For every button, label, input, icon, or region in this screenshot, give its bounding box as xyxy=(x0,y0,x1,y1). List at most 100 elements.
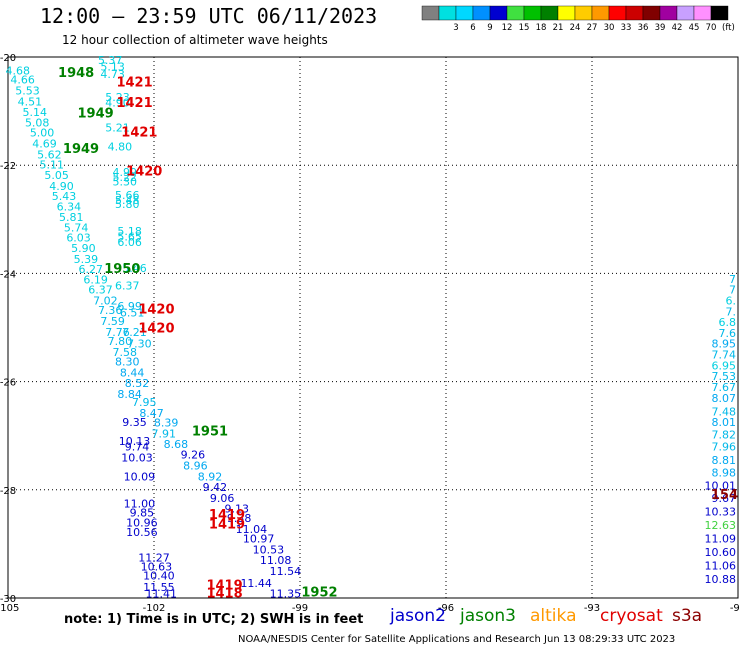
wave-height-label: 10.33 xyxy=(705,505,737,518)
time-label: 1951 xyxy=(192,424,228,439)
wave-height-label: 5.74 xyxy=(64,221,89,234)
wave-height-label: 10.96 xyxy=(126,516,158,529)
scale-tick-label: 3 xyxy=(453,23,458,33)
wave-height-label: 9.35 xyxy=(122,416,147,429)
wave-height-label: 7.76 xyxy=(105,326,130,339)
wave-height-label: 11.09 xyxy=(705,532,737,545)
wave-height-label: 9.38 xyxy=(227,512,252,525)
wave-height-label: 6.37 xyxy=(88,284,113,297)
time-label: 1420 xyxy=(126,165,162,180)
wave-height-label: 4.69 xyxy=(32,138,57,151)
wave-height-label: 7.48 xyxy=(712,405,737,418)
mission-jason2: jason2 xyxy=(390,606,446,626)
wave-height-label: 11.44 xyxy=(240,577,272,590)
wave-height-label: 8.07 xyxy=(712,392,737,405)
scale-tick-label: 6 xyxy=(470,23,475,33)
time-label: 1420 xyxy=(138,322,174,337)
time-label: 1419 xyxy=(209,508,245,523)
wave-height-label: 7.59 xyxy=(100,315,125,328)
time-label: 154 xyxy=(711,488,738,503)
x-tick-label: -99 xyxy=(292,603,308,614)
wave-height-label: 6.19 xyxy=(83,273,108,286)
scale-swatch xyxy=(642,5,661,21)
scale-tick-label: 15 xyxy=(519,23,530,33)
footer-note: note: 1) Time is in UTC; 2) SWH is in fe… xyxy=(64,612,364,627)
scale-swatch xyxy=(523,5,542,21)
wave-height-label: 10.09 xyxy=(124,470,156,483)
x-tick-label: -93 xyxy=(584,603,600,614)
wave-height-label: 7.36 xyxy=(98,304,123,317)
wave-height-label: 4.51 xyxy=(18,95,43,108)
wave-height-label: 8.30 xyxy=(115,356,140,369)
time-label: 1952 xyxy=(301,586,337,601)
wave-height-label: 7.58 xyxy=(113,346,138,359)
time-label: 1949 xyxy=(78,107,114,122)
wave-height-label: 6. xyxy=(726,294,737,307)
wave-height-label: 5.21 xyxy=(105,121,130,134)
wave-height-label: 6.06 xyxy=(117,236,142,249)
y-tick-label: -30 xyxy=(0,594,16,605)
wave-height-label: 11.27 xyxy=(138,551,170,564)
wave-height-label: 10.56 xyxy=(126,526,158,539)
scale-tick-label: 12 xyxy=(502,23,513,33)
wave-height-label: 5.43 xyxy=(52,190,77,203)
wave-height-label: 4.68 xyxy=(5,65,30,78)
wave-height-label: 5.05 xyxy=(44,169,69,182)
wave-height-label: 5.39 xyxy=(74,253,99,266)
scale-swatch xyxy=(676,5,695,21)
scale-tick-label: 27 xyxy=(587,23,598,33)
mission-s3a: s3a xyxy=(672,606,703,626)
time-label: 1421 xyxy=(121,126,157,141)
wave-height-label: 5.18 xyxy=(117,225,142,238)
wave-height-label: 5.80 xyxy=(115,198,140,211)
scale-swatch xyxy=(574,5,593,21)
scale-swatch xyxy=(591,5,610,21)
wave-height-label: 7.30 xyxy=(127,338,152,351)
wave-height-label: 10.13 xyxy=(119,435,151,448)
y-tick-label: -26 xyxy=(0,378,16,389)
time-label: 1419 xyxy=(206,578,242,593)
wave-height-label: 10.88 xyxy=(705,573,737,586)
wave-height-label: 10.97 xyxy=(243,532,275,545)
wave-height-label: 5.08 xyxy=(25,116,50,129)
scale-swatch xyxy=(540,5,559,21)
wave-height-label: 9.13 xyxy=(224,503,249,516)
wave-height-label: 9.06 xyxy=(210,492,235,505)
mission-cryosat: cryosat xyxy=(600,606,663,626)
plot-frame xyxy=(7,56,739,599)
wave-height-label: 6.34 xyxy=(57,200,82,213)
wave-height-label: 12.63 xyxy=(705,519,737,532)
wave-height-label: 8.95 xyxy=(712,338,737,351)
wave-height-label: 5.48 xyxy=(115,194,140,207)
wave-height-label: 9.74 xyxy=(125,441,150,454)
scale-swatch xyxy=(421,5,440,21)
wave-height-label: 5.14 xyxy=(23,106,48,119)
wave-height-label: 6.03 xyxy=(66,232,91,245)
y-tick-label: -24 xyxy=(0,269,16,280)
wave-height-label: 7.02 xyxy=(93,294,118,307)
wave-height-label: 10.40 xyxy=(143,569,175,582)
wave-height-label: 8.81 xyxy=(712,454,737,467)
wave-height-label: 7.74 xyxy=(712,349,737,362)
wave-height-label: 10.53 xyxy=(253,543,285,556)
wave-height-label: 8.39 xyxy=(154,417,179,430)
wave-height-label: 8.52 xyxy=(125,377,150,390)
scale-swatch xyxy=(506,5,525,21)
wave-height-label: 8.44 xyxy=(120,366,145,379)
wave-height-label: 5.23 xyxy=(105,91,130,104)
wave-height-label: 7.67 xyxy=(712,381,737,394)
wave-height-label: 10.01 xyxy=(705,479,737,492)
scale-swatch xyxy=(608,5,627,21)
wave-height-label: 8.98 xyxy=(712,466,737,479)
scale-tick-label: 39 xyxy=(655,23,666,33)
wave-height-label: 6.95 xyxy=(712,359,737,372)
scale-swatch xyxy=(489,5,508,21)
scale-tick-label: 18 xyxy=(536,23,547,33)
scale-tick-label: 30 xyxy=(604,23,615,33)
scale-tick-label: 42 xyxy=(672,23,683,33)
scale-swatch xyxy=(625,5,644,21)
time-label: 1418 xyxy=(206,587,242,602)
scale-swatch xyxy=(659,5,678,21)
x-tick-label: -90 xyxy=(730,603,740,614)
